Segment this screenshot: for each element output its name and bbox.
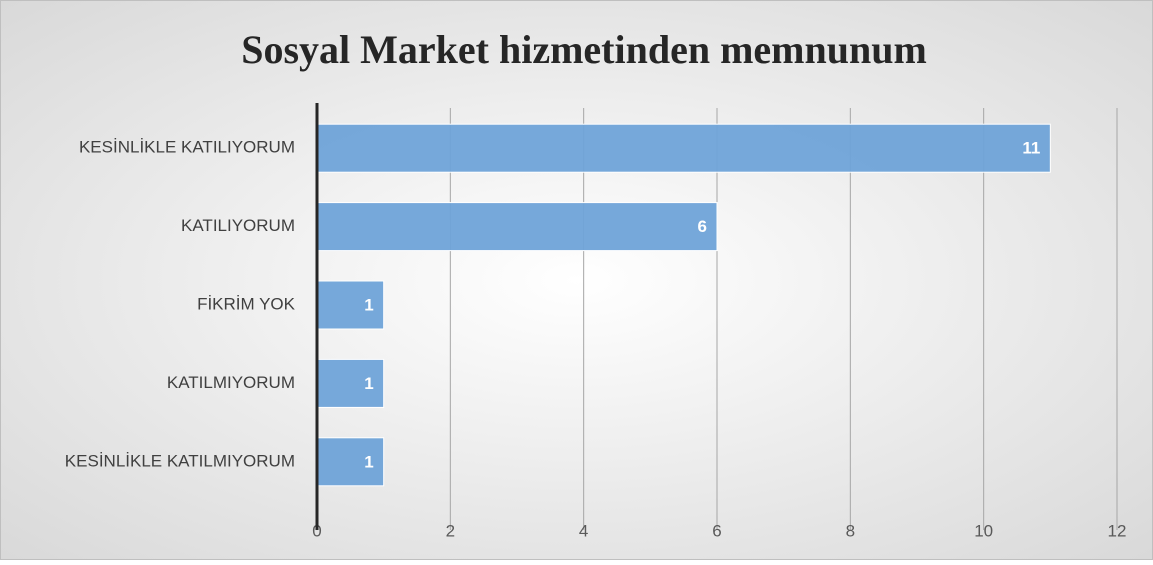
- x-tick-label: 6: [712, 521, 721, 540]
- data-label: 1: [364, 452, 373, 471]
- bar: [316, 123, 1051, 173]
- x-tick-label: 0: [312, 521, 321, 540]
- bar: [316, 358, 385, 408]
- y-tick-label: KATILMIYORUM: [167, 373, 295, 392]
- x-tick-label: 2: [446, 521, 455, 540]
- chart-title: Sosyal Market hizmetinden memnunum: [241, 27, 927, 72]
- data-label: 1: [364, 295, 373, 314]
- y-tick-label: KESİNLİKLE KATILMIYORUM: [65, 451, 295, 470]
- bar: [316, 280, 385, 330]
- x-tick-label: 12: [1108, 521, 1127, 540]
- x-tick-label: 8: [846, 521, 855, 540]
- data-label: 11: [1022, 139, 1040, 158]
- data-label: 1: [364, 374, 373, 393]
- y-tick-label: KATILIYORUM: [181, 216, 295, 235]
- y-tick-label: KESİNLİKLE KATILIYORUM: [79, 138, 295, 157]
- x-tick-label: 4: [579, 521, 588, 540]
- data-label: 6: [698, 217, 707, 236]
- bar: [316, 202, 718, 252]
- y-tick-label: FİKRİM YOK: [197, 294, 296, 313]
- x-tick-label: 10: [974, 521, 993, 540]
- bar: [316, 437, 385, 487]
